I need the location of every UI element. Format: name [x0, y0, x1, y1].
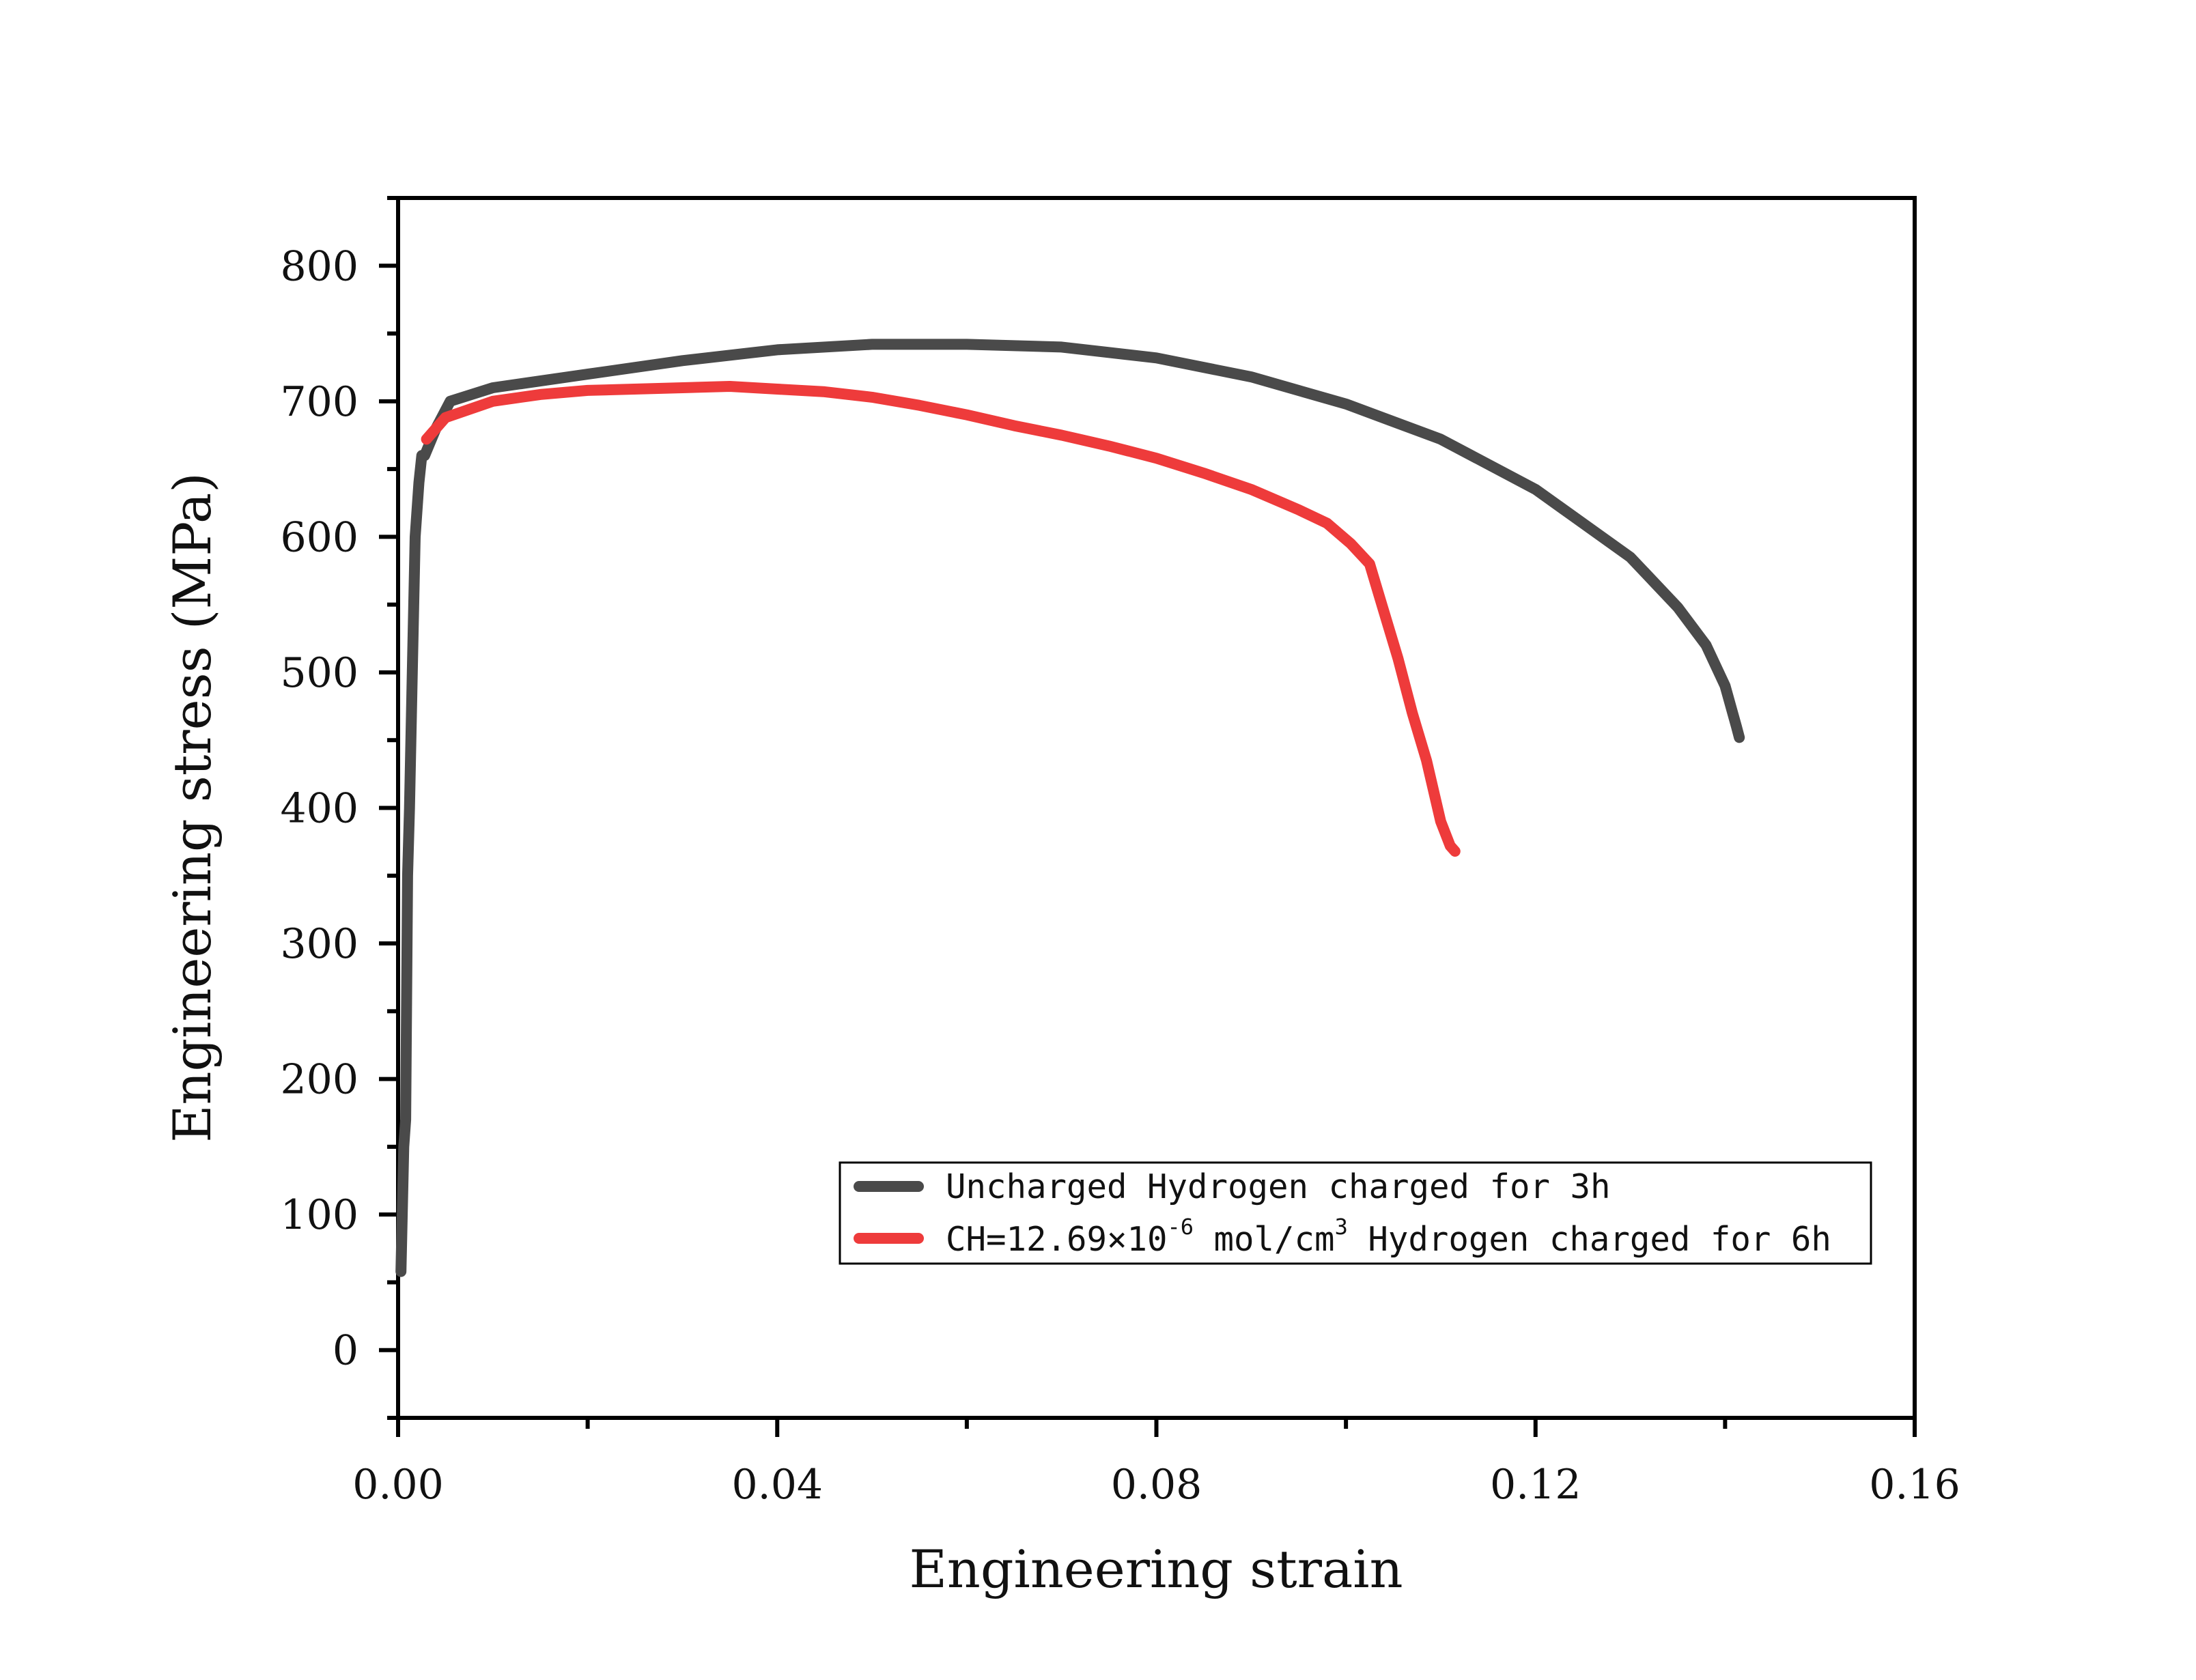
- y-tick-label: 800: [280, 242, 358, 290]
- x-axis-ticks: 0.00 0.04 0.08 0.12 0.16: [352, 1418, 1960, 1509]
- legend-charged-suffix: Hydrogen charged for 6h: [1348, 1220, 1831, 1259]
- y-tick-label: 400: [280, 785, 358, 833]
- legend-label-charged: CH=12.69×10-6 mol/cm3 Hydrogen charged f…: [946, 1214, 1831, 1259]
- y-tick-label: 500: [280, 649, 358, 697]
- y-tick-label: 200: [280, 1056, 358, 1104]
- series-layer: [395, 339, 1745, 1277]
- series-line-1: [395, 339, 1745, 1277]
- legend-charged-prefix: CH=12.69×10: [946, 1220, 1168, 1259]
- y-tick-label: 700: [280, 378, 358, 426]
- x-tick-label: 0.12: [1490, 1461, 1581, 1509]
- y-tick-label: 300: [280, 920, 358, 968]
- legend-box: [839, 1161, 1872, 1265]
- x-tick-label: 0.08: [1111, 1461, 1202, 1509]
- y-axis-ticks: 0 100 200 300 400 500 600 700 800: [280, 196, 398, 1420]
- x-tick-label: 0.16: [1869, 1461, 1960, 1509]
- legend-label-uncharged: Uncharged Hydrogen charged for 3h: [946, 1167, 1611, 1206]
- legend-charged-exponent-2: 3: [1335, 1214, 1348, 1240]
- y-tick-label: 600: [280, 513, 358, 561]
- x-tick-label: 0.00: [352, 1461, 444, 1509]
- legend-charged-middle: mol/cm: [1194, 1220, 1335, 1259]
- y-axis-title: Engineering stress (MPa): [162, 472, 223, 1143]
- x-tick-label: 0.04: [731, 1461, 823, 1509]
- y-tick-label: 0: [333, 1327, 358, 1375]
- y-tick-label: 100: [280, 1191, 358, 1239]
- x-axis-title: Engineering strain: [909, 1539, 1403, 1599]
- series-line-2: [421, 381, 1461, 857]
- legend: Uncharged Hydrogen charged for 3h CH=12.…: [839, 1161, 1872, 1265]
- legend-charged-exponent-1: -6: [1168, 1214, 1194, 1240]
